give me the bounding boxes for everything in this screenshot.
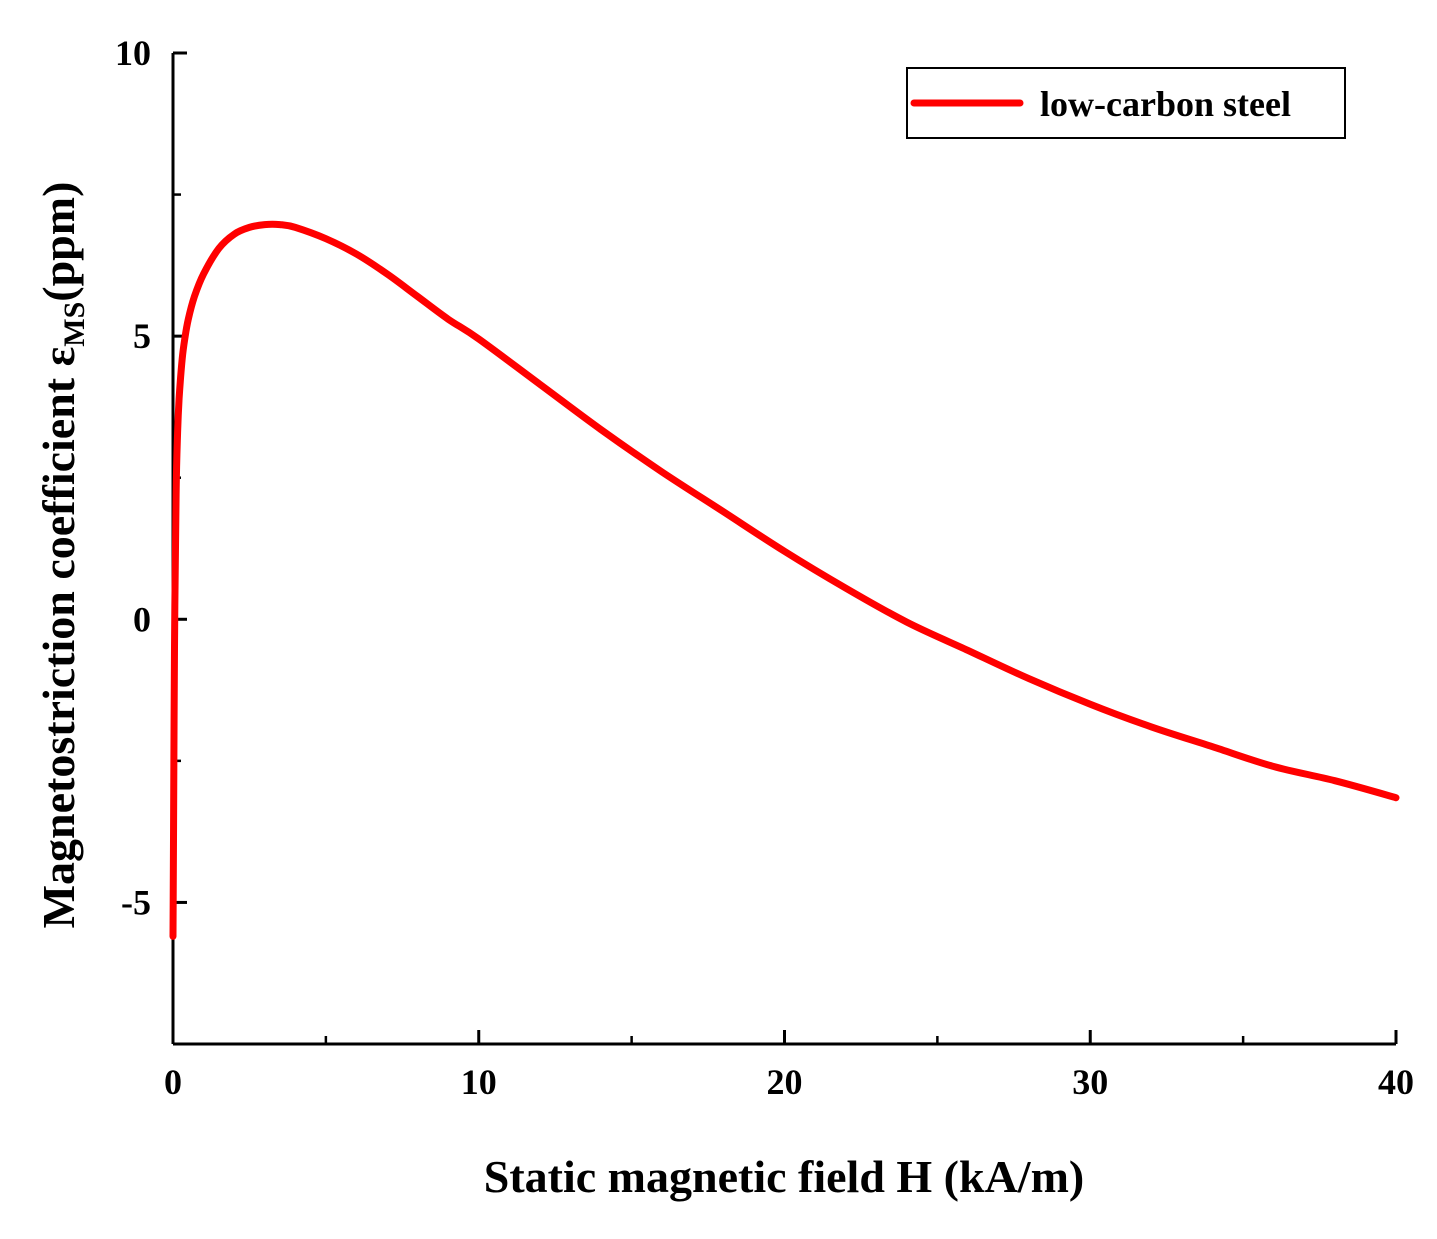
y-axis-title-unit: (ppm) — [33, 182, 84, 302]
x-tick-label: 20 — [767, 1062, 803, 1102]
x-tick-label: 40 — [1378, 1062, 1414, 1102]
legend-label: low-carbon steel — [1040, 84, 1291, 124]
legend: low-carbon steel — [906, 67, 1346, 139]
x-tick-label: 0 — [164, 1062, 182, 1102]
y-axis-title: Magnetostriction coefficient εMS(ppm) — [33, 182, 91, 929]
series-layer — [169, 220, 1400, 940]
x-tick-label: 30 — [1072, 1062, 1108, 1102]
y-tick-label: 10 — [115, 33, 151, 73]
axis-tick-labels: 0 10 20 30 40 -5 0 5 10 — [115, 33, 1414, 1102]
y-tick-label: -5 — [121, 882, 151, 922]
x-axis-title: Static magnetic field H (kA/m) — [484, 1151, 1084, 1202]
y-tick-label: 0 — [133, 599, 151, 639]
y-axis-title-subscript: MS — [58, 302, 91, 347]
legend-box — [906, 67, 1346, 139]
y-tick-label: 5 — [133, 316, 151, 356]
x-tick-label: 10 — [461, 1062, 497, 1102]
y-axis-title-main: Magnetostriction coefficient ε — [33, 347, 84, 929]
series-line-low-carbon-steel — [169, 220, 1400, 940]
